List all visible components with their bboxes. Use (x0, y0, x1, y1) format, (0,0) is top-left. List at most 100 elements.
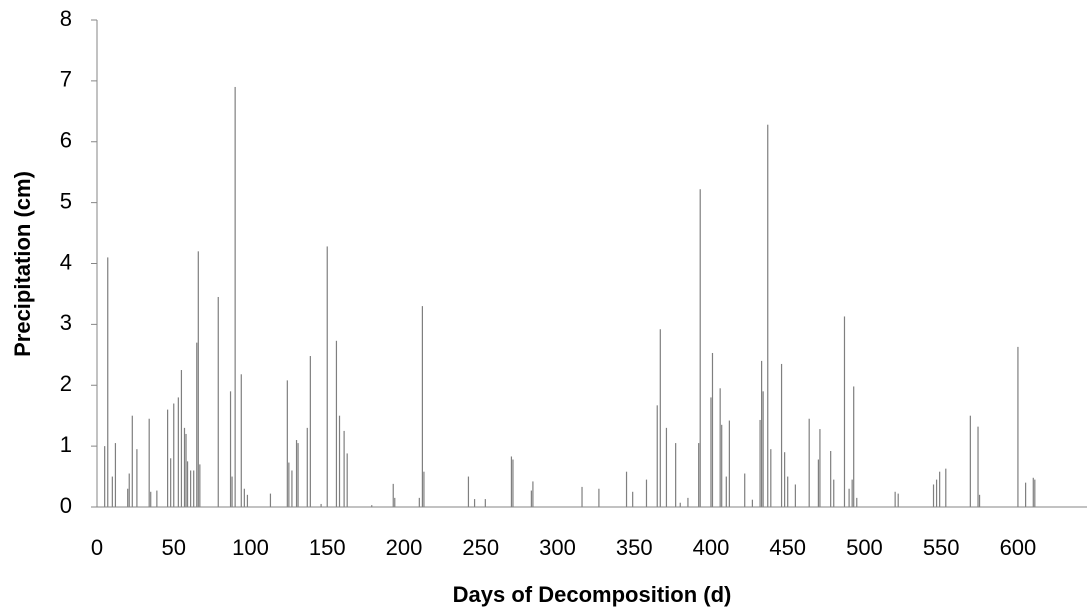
bar (665, 427, 668, 507)
y-tick-label: 2 (60, 371, 72, 396)
bar (1017, 346, 1019, 507)
x-tick-label: 500 (846, 535, 883, 560)
bar (173, 403, 175, 507)
bar (229, 391, 232, 507)
bar (246, 494, 249, 507)
x-tick-label: 50 (162, 535, 186, 560)
bar (467, 476, 470, 507)
bar (932, 484, 935, 507)
bar (969, 415, 971, 507)
y-tick-label: 1 (60, 432, 72, 457)
bar (656, 405, 658, 507)
bar (346, 453, 348, 507)
bar (111, 476, 113, 507)
bar (728, 420, 730, 507)
bar (978, 494, 981, 507)
bar (326, 246, 328, 507)
bar (150, 491, 152, 507)
bar (199, 464, 201, 507)
bar (1034, 479, 1036, 507)
bar (1032, 477, 1034, 507)
bar (243, 488, 245, 507)
bar (423, 471, 425, 507)
bar (291, 470, 293, 507)
bar (136, 449, 138, 507)
bar (830, 450, 832, 507)
bar (231, 476, 233, 507)
bar (851, 479, 853, 507)
y-tick-label: 5 (60, 188, 72, 213)
bar (156, 490, 158, 507)
bar (751, 499, 753, 507)
bar (675, 443, 677, 507)
y-tick-label: 7 (60, 67, 72, 92)
bar (581, 486, 583, 507)
bar (269, 493, 272, 507)
bar (625, 471, 628, 507)
bar (598, 488, 600, 507)
y-tick-label: 3 (60, 310, 72, 335)
bar (193, 470, 195, 507)
bar (711, 352, 714, 507)
bar (853, 386, 855, 507)
x-tick-label: 450 (769, 535, 806, 560)
x-tick-label: 600 (1000, 535, 1037, 560)
bar (817, 459, 819, 507)
bar (104, 446, 106, 507)
bar (767, 124, 769, 507)
bar (710, 397, 712, 507)
bar (532, 481, 534, 507)
bar (394, 497, 396, 507)
y-tick-label: 0 (60, 493, 72, 518)
bar (794, 484, 796, 507)
bar (177, 397, 179, 507)
bar (170, 458, 172, 507)
bar (309, 356, 311, 507)
bar (148, 418, 150, 507)
bar (699, 189, 701, 508)
x-tick-label: 300 (539, 535, 576, 560)
bar (725, 476, 727, 507)
bar (127, 488, 129, 507)
bar (421, 306, 423, 507)
x-tick-label: 550 (923, 535, 960, 560)
bar (320, 503, 322, 507)
x-tick-label: 200 (386, 535, 423, 560)
x-tick-label: 250 (462, 535, 499, 560)
y-tick-label: 4 (60, 249, 72, 274)
x-tick-label: 350 (616, 535, 653, 560)
bar (295, 440, 298, 507)
x-tick-label: 0 (91, 535, 103, 560)
bar (114, 443, 117, 507)
bar (1025, 482, 1027, 507)
x-tick-label: 150 (309, 535, 346, 560)
bar (721, 424, 723, 507)
bar (418, 497, 420, 507)
bar (217, 296, 219, 507)
bar (935, 479, 938, 507)
bar (762, 391, 764, 507)
bar (234, 86, 236, 508)
bar (185, 433, 187, 507)
bar (848, 488, 850, 507)
bar (343, 430, 345, 507)
bar (833, 479, 835, 507)
bar (759, 419, 761, 507)
bar (659, 329, 661, 507)
bar (744, 473, 746, 507)
bar (632, 491, 634, 507)
bar (286, 380, 288, 507)
bar (240, 374, 242, 507)
bar (392, 483, 394, 507)
bar (808, 418, 810, 507)
bar (679, 502, 681, 507)
bar (856, 497, 858, 507)
bar (484, 499, 486, 507)
bar (698, 443, 700, 507)
bar (784, 452, 786, 507)
y-axis-title: Precipitation (cm) (10, 171, 35, 357)
bar (939, 471, 941, 507)
x-tick-label: 100 (232, 535, 269, 560)
bar (288, 462, 290, 507)
bar (186, 461, 189, 507)
